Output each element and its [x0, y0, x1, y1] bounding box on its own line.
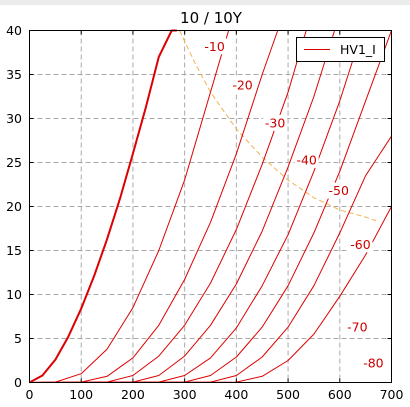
series-line-grid-minus-50 — [29, 52, 356, 383]
top-bar — [0, 0, 410, 5]
curve-label: -60 — [350, 237, 370, 252]
y-tick-label: 35 — [6, 67, 22, 82]
y-tick-label: 30 — [6, 111, 22, 126]
grid — [29, 30, 392, 383]
y-tick-label: 25 — [6, 155, 22, 170]
x-tick-label: 100 — [69, 387, 93, 402]
y-tick-label: 20 — [6, 199, 22, 214]
curve-label: -30 — [265, 115, 285, 130]
x-tick-label: 600 — [328, 387, 352, 402]
x-tick-label: 400 — [224, 387, 248, 402]
ticks: 0 100 200 300 400 500 600 700 0 5 10 15 20 25 30 35 40 — [6, 23, 403, 402]
x-tick-label: 500 — [276, 387, 300, 402]
y-tick-label: 40 — [6, 23, 22, 38]
series-line-grid-minus-20 — [29, 30, 279, 383]
series-line-grid-minus-60 — [29, 30, 392, 383]
curve-label: -40 — [296, 152, 316, 167]
series-line-grid-minus-40 — [29, 30, 336, 383]
y-tick-label: 5 — [14, 331, 22, 346]
curve-labels: -10 -20 -30 -40 -50 -60 -70 -80 — [202, 38, 386, 372]
y-tick-label: 0 — [14, 375, 22, 390]
curve-label-bg — [202, 38, 227, 55]
curve-label-bg — [361, 355, 386, 372]
x-tick-label: 300 — [173, 387, 197, 402]
y-tick-label: 15 — [6, 243, 22, 258]
x-tick-label: 200 — [121, 387, 145, 402]
curve-label-bg — [294, 151, 319, 168]
curve-label: -10 — [204, 39, 224, 54]
curve-label-bg — [230, 77, 255, 94]
series-line-grid-0 — [29, 29, 177, 384]
series-line-grid-minus-10 — [29, 30, 230, 383]
dissipation-curve — [179, 30, 377, 222]
x-tick-label: 0 — [26, 387, 34, 402]
x-tick-label: 700 — [380, 387, 404, 402]
curve-label-bg — [348, 236, 373, 253]
legend-entry-label: HV1_I — [340, 42, 376, 57]
chart-title: 10 / 10Y — [180, 9, 243, 27]
curve-label: -20 — [232, 78, 252, 93]
curve-label-bg — [263, 114, 288, 131]
y-tick-label: 10 — [6, 287, 22, 302]
dissipation-layer — [179, 30, 377, 222]
series-line-grid-minus-70 — [29, 135, 392, 383]
series-line-grid-minus-80 — [29, 206, 392, 383]
legend: HV1_I — [296, 37, 385, 62]
curve-label: -80 — [363, 356, 383, 371]
curve-label: -70 — [347, 320, 367, 335]
curve-label-bg — [326, 182, 351, 199]
curve-label-bg — [345, 319, 370, 336]
curve-label: -50 — [329, 183, 349, 198]
